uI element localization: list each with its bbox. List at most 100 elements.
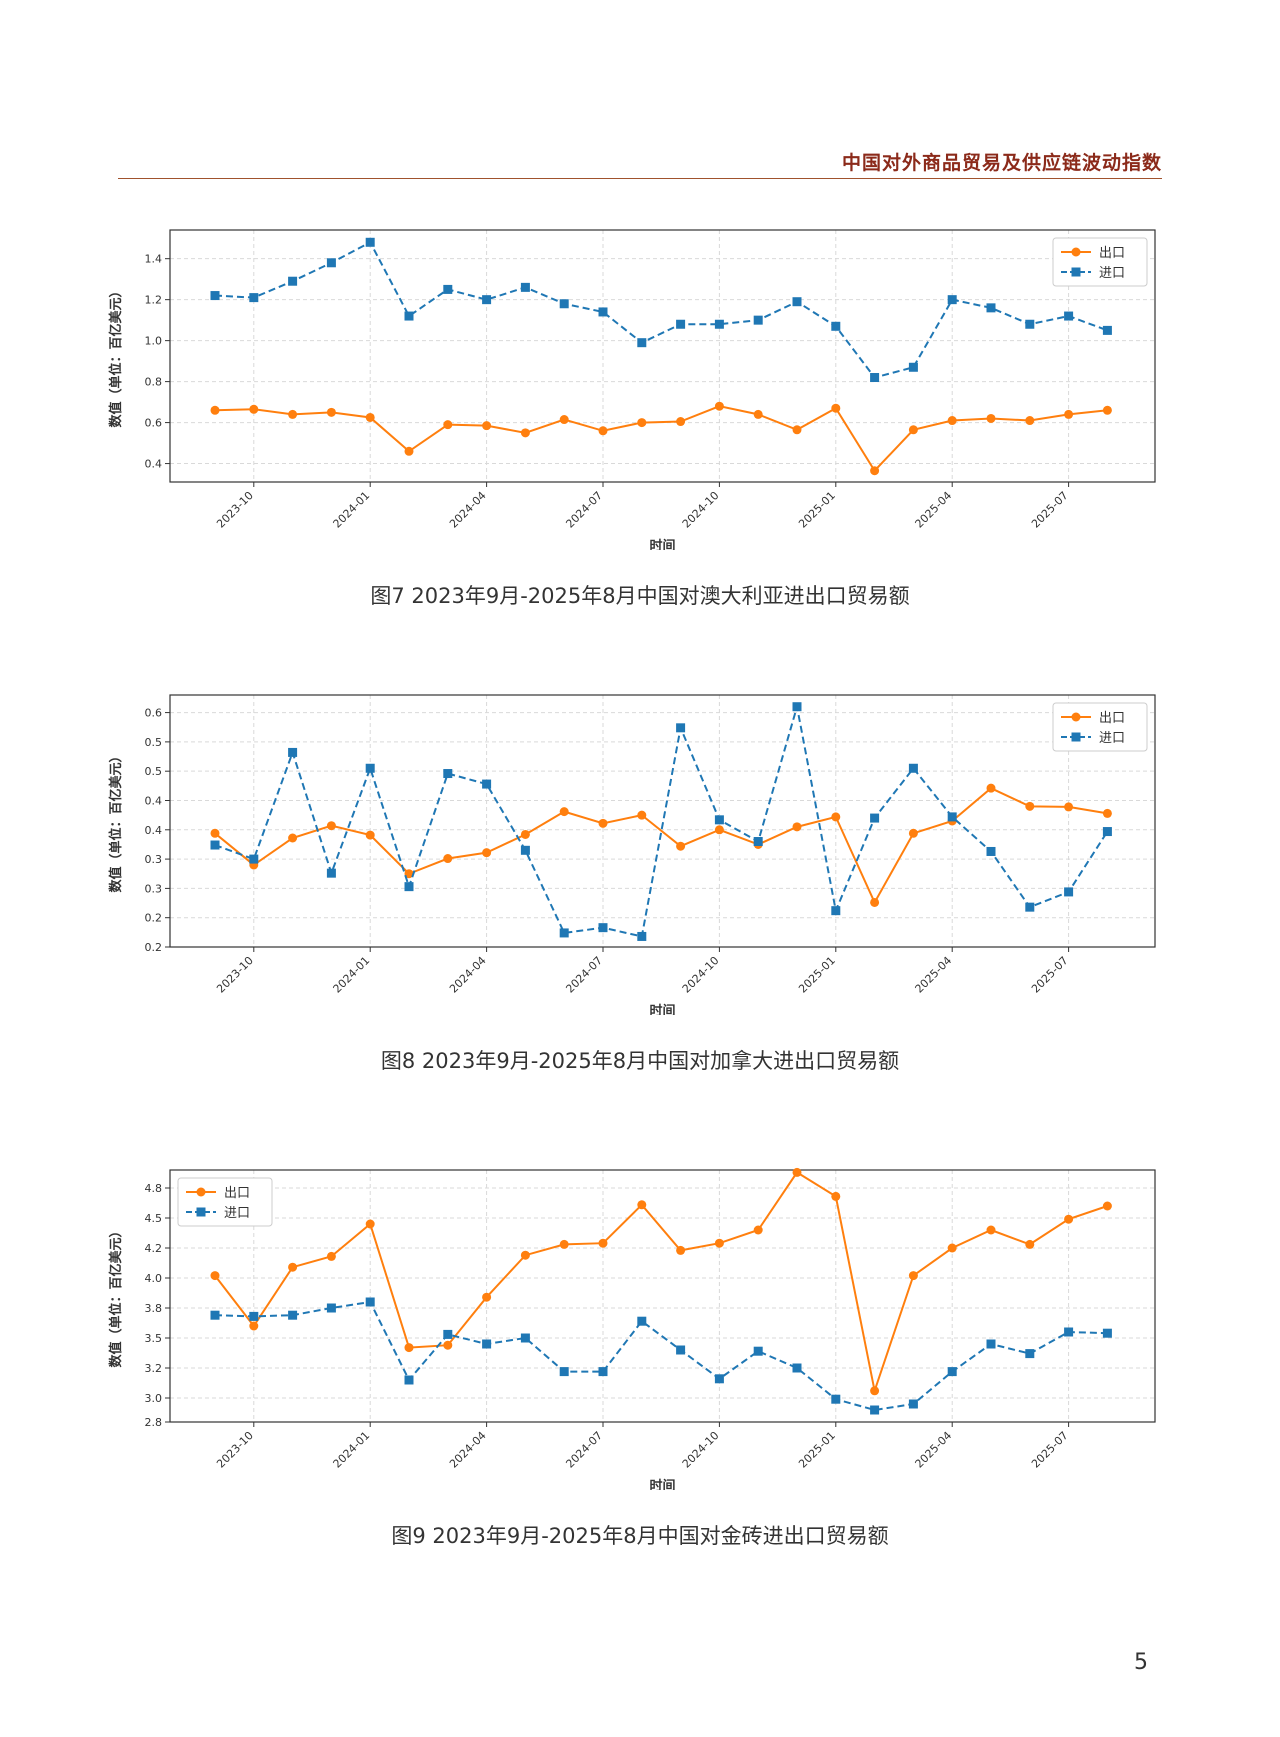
data-point-import [1064,311,1074,321]
figure-australia: 2023-10 2024-01 2024-04 2024-07 2024-10 2025-… [0,210,1280,630]
data-point-export [753,409,763,419]
legend-marker-circle [1071,712,1081,722]
report-header-title: 中国对外商品贸易及供应链波动指数 [841,152,1162,174]
data-point-import [326,868,336,878]
legend-label: 出口 [1099,246,1125,261]
x-tick-label: 2024-07 [563,489,605,531]
data-point-import [520,1333,530,1343]
y-tick-label: 0.4 [145,794,163,807]
chart-canada-trade: 2023-10 2024-01 2024-04 2024-07 2024-10 2025-… [108,694,1156,1015]
data-point-import [947,295,957,305]
y-tick-label: 2.8 [145,1416,163,1429]
series-line-export [214,405,1108,473]
data-point-import [326,258,336,268]
data-point-export [520,829,530,839]
data-point-export [598,1238,608,1248]
y-tick-label: 3.0 [145,1392,163,1405]
y-tick-label: 1.4 [145,253,163,266]
data-point-export [326,821,336,831]
data-point-export [559,1239,569,1249]
y-tick-label: 4.8 [145,1182,163,1195]
data-point-import [1102,325,1112,335]
legend-label: 出口 [224,1186,250,1201]
data-point-export [831,403,841,413]
y-tick-label: 1.2 [145,294,163,307]
data-point-import [404,311,414,321]
data-point-export [986,783,996,793]
data-point-export [676,417,686,427]
data-point-export [1102,808,1112,818]
data-point-export [326,407,336,417]
data-point-import [792,702,802,712]
data-point-import [753,315,763,325]
data-point-export [947,1243,957,1253]
data-point-import [365,237,375,247]
x-tick-label: 2025-04 [913,954,955,996]
x-tick-label: 2025-07 [1029,489,1071,531]
data-point-export [210,405,220,415]
data-point-import [637,931,647,941]
data-point-import [1064,1327,1074,1337]
data-point-import [482,295,492,305]
x-tick-label: 2025-07 [1029,954,1071,996]
data-point-export [1025,1239,1035,1249]
legend-marker-circle [196,1187,206,1197]
data-point-export [753,1225,763,1235]
chart-australia-trade: 2023-10 2024-01 2024-04 2024-07 2024-10 2025-… [108,229,1156,550]
x-tick-label: 2024-07 [563,954,605,996]
data-point-import [714,1374,724,1384]
data-point-import [365,763,375,773]
y-tick-label: 0.3 [145,882,163,895]
data-point-import [637,338,647,348]
figure-caption: 图7 2023年9月-2025年8月中国对澳大利亚进出口贸易额 [370,584,910,608]
y-axis-label: 数值（单位：百亿美元） [108,284,124,427]
data-point-export [1102,1201,1112,1211]
figure-canada: 2023-10 2024-01 2024-04 2024-07 2024-10 2025-… [0,675,1280,1095]
data-point-import [986,1339,996,1349]
y-tick-label: 0.5 [145,736,163,749]
data-point-import [520,282,530,292]
data-point-export [1064,1214,1074,1224]
data-point-export [482,421,492,431]
data-point-import [870,1405,880,1415]
data-point-import [908,1399,918,1409]
data-point-export [1064,802,1074,812]
x-axis-label: 时间 [649,1003,675,1015]
data-point-import [753,1346,763,1356]
y-tick-label: 0.4 [145,824,163,837]
data-point-export [404,1343,414,1353]
y-tick-label: 3.2 [145,1362,163,1375]
figure-brics: 2023-10 2024-01 2024-04 2024-07 2024-10 2025-… [0,1150,1280,1570]
y-tick-label: 0.2 [145,912,163,925]
data-point-export [908,828,918,838]
x-tick-label: 2025-01 [796,489,838,531]
figure-caption: 图9 2023年9月-2025年8月中国对金砖进出口贸易额 [391,1524,889,1548]
data-point-export [482,848,492,858]
data-point-export [288,409,298,419]
data-point-import [637,1316,647,1326]
data-point-export [1025,801,1035,811]
x-tick-label: 2025-04 [913,1429,955,1471]
data-point-import [443,769,453,779]
data-point-export [676,841,686,851]
data-point-import [986,846,996,856]
data-point-export [714,825,724,835]
data-point-export [870,1386,880,1396]
y-tick-label: 0.4 [145,458,163,471]
data-point-import [947,1367,957,1377]
y-axis-label: 数值（单位：百亿美元） [108,749,124,892]
y-axis-label: 数值（单位：百亿美元） [108,1224,124,1367]
data-point-export [288,833,298,843]
data-point-import [365,1297,375,1307]
data-point-import [831,1394,841,1404]
x-tick-label: 2023-10 [214,1429,256,1471]
data-point-import [482,1339,492,1349]
data-point-import [908,763,918,773]
x-tick-label: 2025-01 [796,1429,838,1471]
data-point-export [210,1271,220,1281]
series-line-import [214,240,1108,379]
data-point-export [792,1167,802,1177]
y-tick-label: 0.5 [145,765,163,778]
